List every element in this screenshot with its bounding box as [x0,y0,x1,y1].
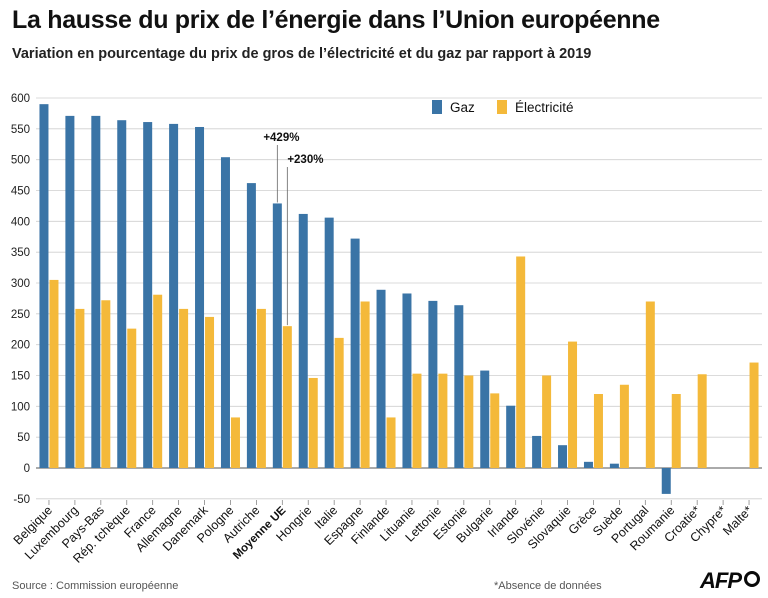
bar-electricite [386,417,396,468]
bar-gaz [246,183,256,468]
bar-electricite [593,394,603,468]
bar-gaz [91,115,101,468]
bar-gaz [583,461,593,468]
y-tick-label: 300 [11,278,30,290]
bar-electricite [619,384,629,468]
bar-electricite [438,373,448,468]
bar-electricite [568,341,578,468]
y-tick-label: 550 [11,124,30,136]
legend-swatch-gaz [432,100,442,114]
bar-gaz [480,370,490,468]
legend: Gaz Électricité [432,100,574,115]
bar-gaz [39,104,49,469]
x-tick-label: Malte* [720,503,755,538]
bar-electricite [645,301,655,468]
afp-logo-mark [744,571,760,587]
legend-label: Électricité [515,100,574,115]
bar-electricite [179,308,189,468]
y-tick-label: 250 [11,309,30,321]
bar-gaz [220,157,230,468]
afp-logo: AFP [700,568,742,593]
bar-electricite [49,279,59,468]
bar-gaz [402,293,412,468]
chart-title: La hausse du prix de l’énergie dans l’Un… [12,6,660,34]
bar-gaz [272,203,282,468]
y-tick-label: 450 [11,186,30,198]
y-tick-label: 100 [11,401,30,413]
y-tick-label: 200 [11,340,30,352]
y-tick-label: 600 [11,93,30,105]
bar-electricite [230,417,240,468]
y-tick-label: 400 [11,216,30,228]
bar-electricite [516,256,526,468]
bar-gaz [298,213,308,468]
bar-electricite [205,316,215,468]
bar-electricite [749,362,759,468]
bar-electricite [153,294,163,468]
bar-electricite [490,393,500,468]
bar-gaz [609,463,619,468]
legend-label: Gaz [450,100,475,115]
bar-electricite [464,375,474,468]
bar-electricite [697,374,707,468]
bar-gaz [324,217,334,468]
bar-electricite [256,308,266,468]
bar-electricite [127,328,137,468]
bar-gaz [454,305,464,468]
y-axis: -50 0 50 100 150 200 250 300 350 400 450 500 550 600 [11,93,30,506]
bar-gaz [169,123,179,469]
y-tick-label: 150 [11,371,30,383]
legend-swatch-electricite [497,100,507,114]
bar-gaz [350,238,360,468]
bar-electricite [334,337,344,468]
y-tick-label: -50 [13,494,30,506]
bars [39,104,759,494]
source-note: Source : Commission européenne [12,580,179,592]
bar-gaz [195,126,205,468]
y-tick-label: 350 [11,247,30,259]
bar-electricite [412,373,422,468]
bar-gaz [117,120,127,468]
annotation-label: +230% [287,154,323,166]
bar-electricite [101,300,111,468]
bar-gaz [376,289,386,468]
bar-gaz [65,115,75,468]
bar-gaz [506,405,516,468]
bar-gaz [143,122,153,469]
bar-electricite [542,375,552,468]
bar-electricite [308,377,318,468]
gridlines [36,97,762,500]
bar-gaz [428,300,438,468]
chart-subtitle: Variation en pourcentage du prix de gros… [12,46,592,62]
bar-gaz [558,445,568,468]
annotations: +429% +230% [263,132,323,326]
bar-gaz [661,468,671,494]
bar-electricite [360,301,370,468]
y-tick-label: 500 [11,155,30,167]
y-tick-label: 0 [24,463,30,475]
bar-electricite [671,394,681,468]
bar-gaz [532,435,542,468]
bar-electricite [75,308,85,468]
missing-data-footnote: *Absence de données [494,580,602,592]
y-tick-label: 50 [17,432,30,444]
annotation-label: +429% [263,132,299,144]
bar-electricite [282,326,292,468]
